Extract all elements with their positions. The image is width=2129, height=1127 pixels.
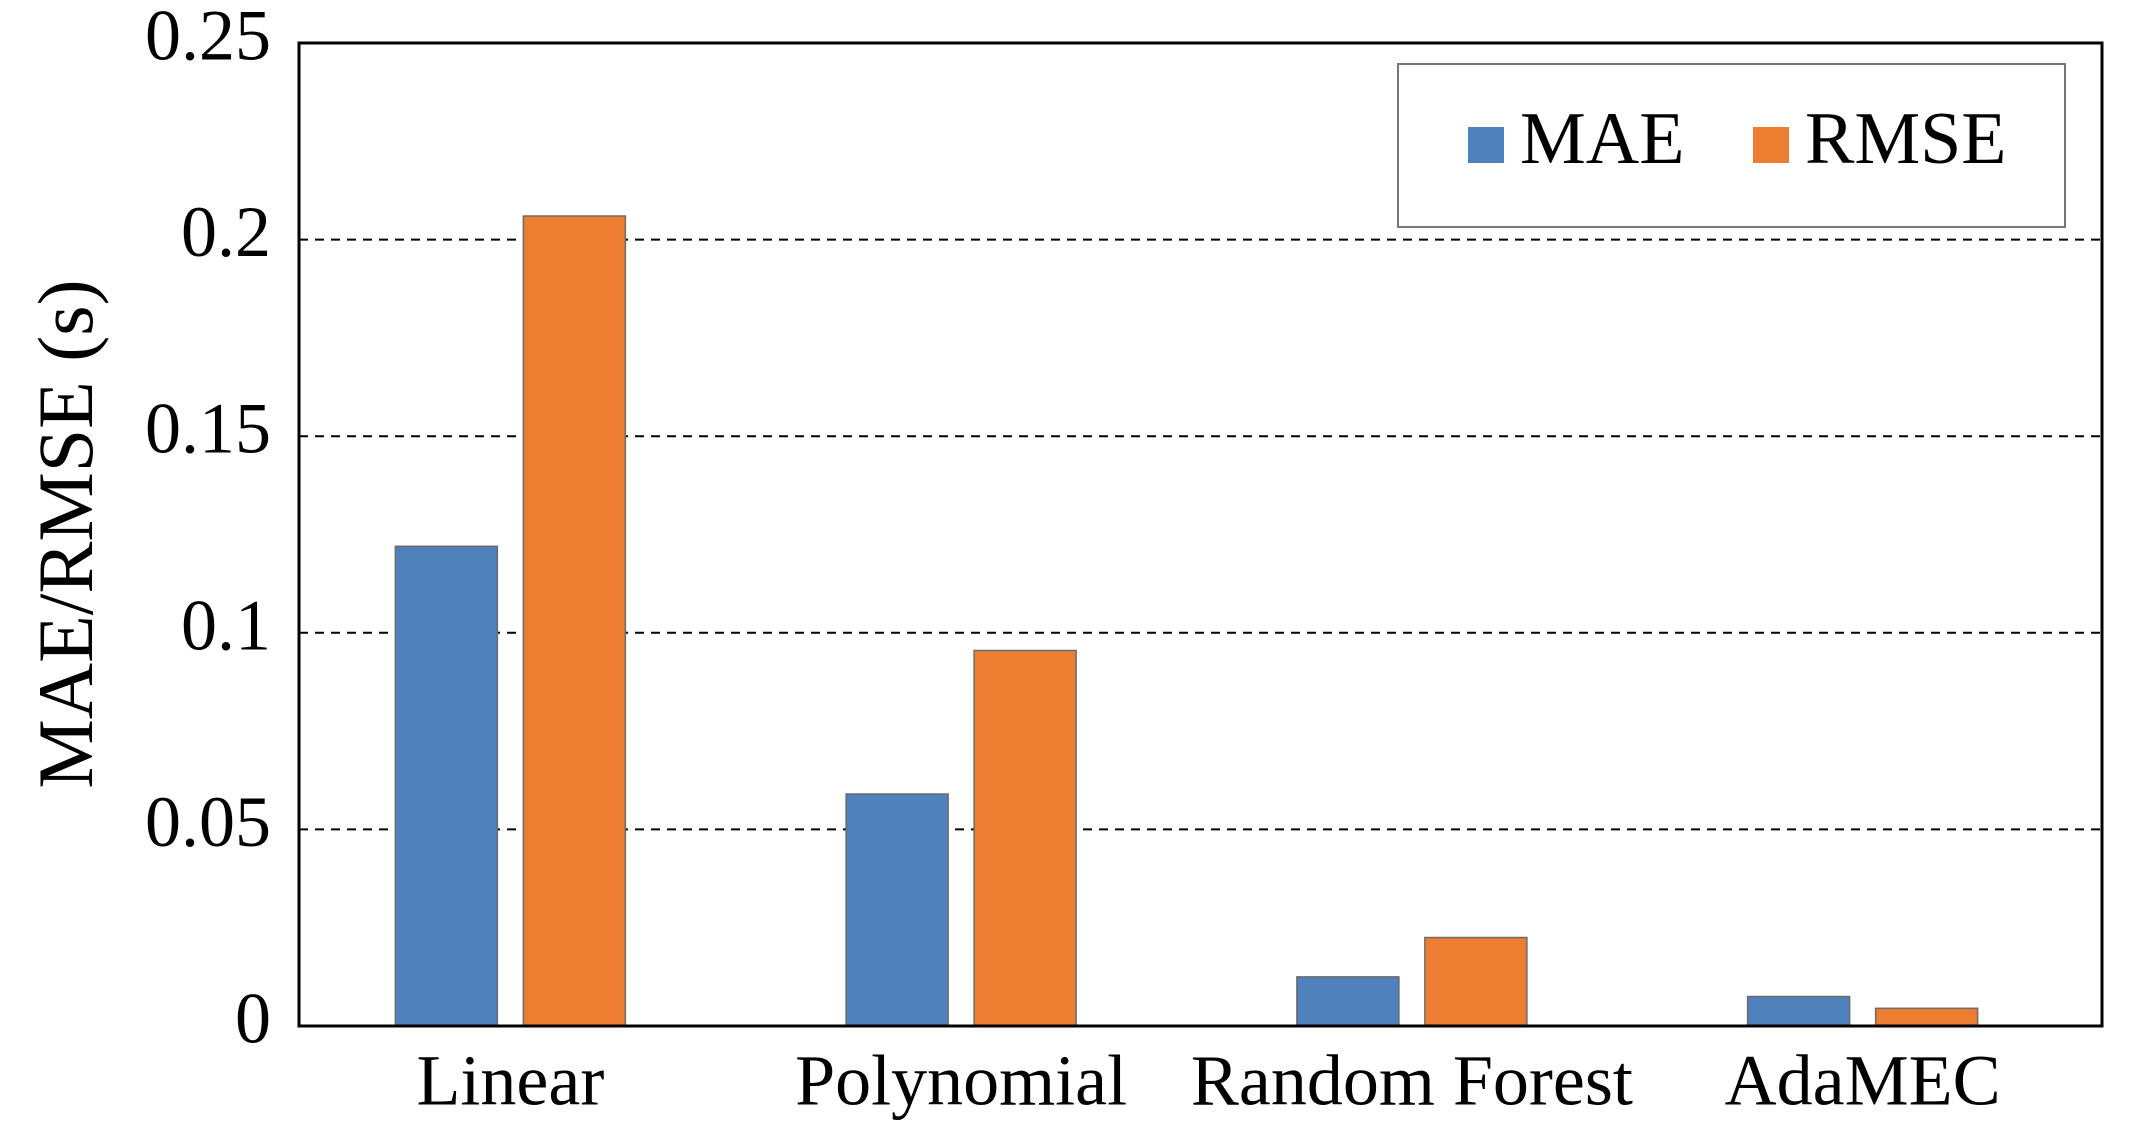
bar-mae [845, 793, 949, 1027]
y-tick-label: 0.05 [145, 782, 271, 862]
bar-rmse [1874, 1007, 1979, 1027]
legend-swatch-mae [1468, 127, 1504, 163]
y-tick-label: 0.25 [145, 0, 271, 76]
x-category-label: AdaMEC [1725, 1041, 2001, 1121]
legend-box [1397, 63, 2066, 228]
legend-swatch-rmse [1753, 127, 1789, 163]
gridlines [299, 238, 2102, 831]
bar-mae [1296, 976, 1400, 1027]
legend-label-rmse: RMSE [1805, 98, 2007, 180]
bar-mae [394, 545, 499, 1027]
bar-rmse [1424, 936, 1528, 1027]
bar-mae [1746, 995, 1851, 1027]
y-tick-label: 0.15 [145, 389, 271, 469]
x-category-label: Random Forest [1191, 1041, 1633, 1121]
y-axis-title: MAE/RMSE (s) [22, 279, 109, 788]
bar-rmse [973, 649, 1077, 1027]
y-tick-label: 0.1 [181, 585, 271, 665]
legend-label-mae: MAE [1520, 98, 1684, 180]
bars [394, 215, 1979, 1027]
legend: MAE RMSE [1397, 63, 2066, 228]
bar-rmse [522, 215, 627, 1027]
x-category-label: Polynomial [795, 1041, 1127, 1121]
plot-area-frame [297, 41, 2104, 1028]
x-axis-categories: Linear Polynomial Random Forest AdaMEC [416, 1041, 2000, 1121]
x-category-label: Linear [416, 1041, 604, 1121]
y-tick-label: 0 [235, 979, 271, 1059]
y-axis-ticks: 0 0.05 0.1 0.15 0.2 0.25 [145, 0, 271, 1059]
y-tick-label: 0.2 [181, 192, 271, 272]
